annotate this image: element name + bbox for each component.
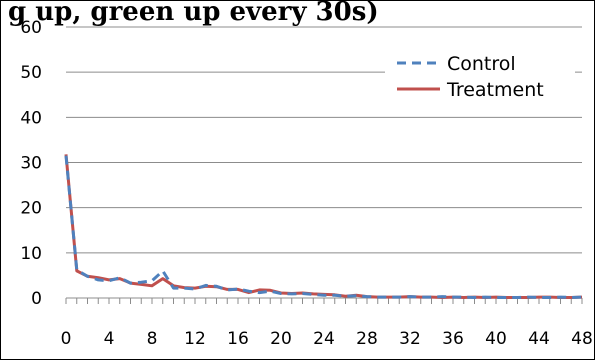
y-axis-ticks: 0 10 20 30 40 50 60 — [20, 18, 42, 309]
legend: Control Treatment — [385, 40, 575, 106]
series-line-control — [64, 155, 583, 299]
x-tick-label: 40 — [485, 329, 507, 349]
x-tick-label: 4 — [104, 329, 115, 349]
x-tick-label: 24 — [313, 329, 335, 349]
x-tick-label: 8 — [147, 329, 158, 349]
legend-label: Treatment — [446, 79, 544, 101]
legend-label: Control — [447, 53, 516, 75]
y-tick-label: 60 — [20, 18, 42, 38]
y-tick-label: 20 — [20, 199, 42, 219]
x-tick-label: 0 — [61, 329, 72, 349]
gridlines — [66, 26, 582, 254]
y-tick-label: 30 — [20, 154, 42, 174]
y-tick-label: 10 — [20, 244, 42, 264]
y-tick-label: 50 — [20, 63, 42, 83]
x-tick-label: 12 — [184, 329, 206, 349]
legend-background — [385, 40, 575, 106]
y-tick-label: 0 — [31, 289, 42, 309]
x-tick-label: 16 — [227, 329, 249, 349]
x-tick-label: 44 — [528, 329, 550, 349]
chart-title: g up, green up every 30s) — [8, 0, 379, 27]
x-tick-label: 20 — [270, 329, 292, 349]
y-tick-label: 40 — [20, 108, 42, 128]
series-lines — [64, 154, 583, 299]
x-tick-label: 36 — [442, 329, 464, 349]
x-tick-label: 32 — [399, 329, 421, 349]
x-tick-label: 28 — [356, 329, 378, 349]
x-tick-label: 48 — [571, 329, 593, 349]
